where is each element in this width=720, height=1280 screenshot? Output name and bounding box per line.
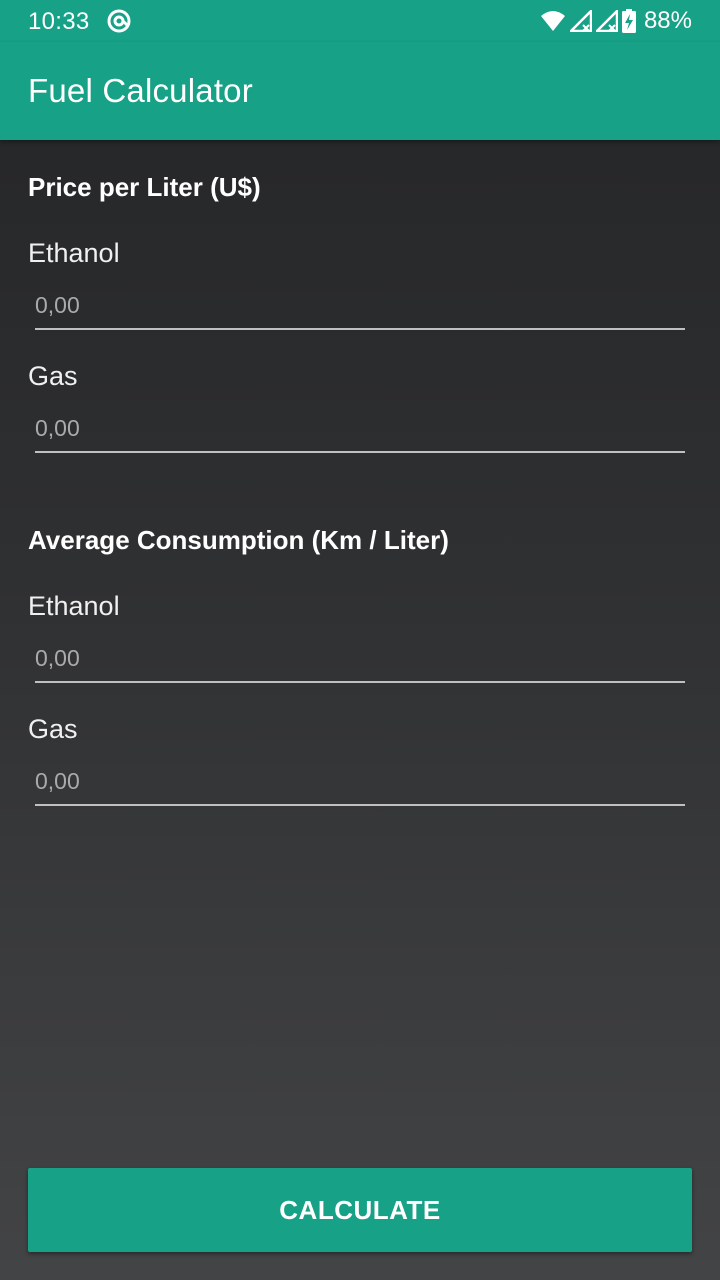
app-title: Fuel Calculator [28,72,253,109]
status-bar: 10:33 [0,0,720,42]
consumption-gas-label: Gas [28,714,78,744]
calculate-button[interactable]: CALCULATE [28,1168,692,1252]
at-sign-icon [106,8,132,34]
signal-icon [595,10,618,32]
battery-percent: 88% [643,7,692,34]
signal-icon [569,10,592,32]
consumption-ethanol-input[interactable] [35,635,685,683]
price-section-title: Price per Liter (U$) [28,172,261,202]
consumption-section-title: Average Consumption (Km / Liter) [28,525,449,555]
price-gas-label: Gas [28,361,78,391]
wifi-icon [540,10,566,32]
status-icons: 88% [540,7,692,35]
price-ethanol-input[interactable] [35,282,685,330]
consumption-ethanol-label: Ethanol [28,591,120,621]
price-ethanol-label: Ethanol [28,238,120,268]
app-bar: Fuel Calculator [0,42,720,140]
battery-charging-icon [621,9,636,33]
price-gas-input[interactable] [35,405,685,453]
consumption-gas-input[interactable] [35,758,685,806]
status-time: 10:33 [28,8,90,35]
